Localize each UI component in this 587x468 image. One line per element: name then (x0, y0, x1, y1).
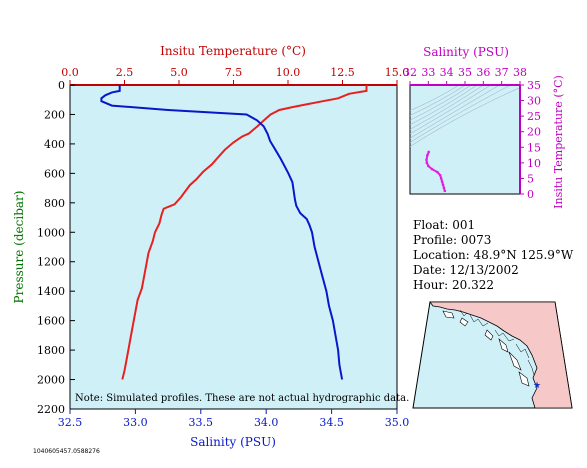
float-location-marker: ★ (533, 381, 541, 391)
ts-point (439, 177, 443, 180)
ts-salinity-tick-label: 32 (403, 66, 417, 79)
profile-series-layer (100, 85, 368, 380)
ts-ticks-layer: 32 33 34 35 36 37 38 0 5 10 15 20 25 30 35 (403, 66, 541, 201)
info-float: Float: 001 (413, 218, 475, 232)
info-location: Location: 48.9°N 125.9°W (413, 248, 574, 262)
pressure-tick-label: 0 (58, 79, 65, 92)
map-coast-detail (459, 309, 535, 376)
ts-salinity-tick-label: 33 (421, 66, 435, 79)
ts-salinity-tick-label: 36 (476, 66, 490, 79)
ts-salinity-tick-label: 38 (513, 66, 527, 79)
pressure-tick-label: 1800 (37, 344, 65, 357)
ts-plot-area (409, 84, 521, 195)
ts-point (427, 150, 431, 154)
isopycnal-arc (410, 85, 484, 130)
profile-chart: 0 200 400 600 800 1000 1200 1400 1600 1800 2000 220… (12, 44, 409, 449)
ts-point (442, 186, 446, 190)
ts-point (436, 170, 439, 174)
info-date: Date: 12/13/2002 (413, 263, 519, 277)
salinity-tick-label: 35.0 (385, 416, 410, 429)
salinity-tick-label: 32.5 (58, 416, 83, 429)
temperature-profile-line (121, 85, 368, 380)
ts-point (425, 158, 428, 162)
ts-isopycnal-arcs (410, 85, 520, 147)
ts-temperature-tick-label: 35 (527, 79, 541, 92)
ts-temperature-tick-label: 25 (527, 110, 541, 123)
pressure-tick-label: 400 (44, 138, 65, 151)
pressure-tick-label: 800 (44, 197, 65, 210)
temperature-tick-label: 10.0 (276, 66, 301, 79)
pressure-tick-label: 1200 (37, 256, 65, 269)
ts-point (438, 174, 442, 177)
footer-id: 1040605457.0588276 (33, 448, 100, 455)
isopycnal-arc (410, 85, 492, 135)
temperature-tick-label: 7.5 (225, 66, 243, 79)
pressure-tick-label: 1400 (37, 285, 65, 298)
ts-point (441, 183, 445, 186)
ts-temperature-tick-label: 15 (527, 141, 541, 154)
ts-salinity-tick-label: 34 (440, 66, 454, 79)
isopycnal-arc (410, 85, 478, 126)
salinity-profile-line (100, 85, 344, 380)
map-land (429, 301, 573, 409)
info-profile: Profile: 0073 (413, 233, 491, 247)
info-hour: Hour: 20.322 (413, 278, 494, 292)
pressure-tick-label: 2000 (37, 374, 65, 387)
ts-point (426, 153, 429, 157)
ts-temperature-tick-label: 20 (527, 126, 541, 139)
isopycnal-arc (410, 85, 500, 139)
map-islands (442, 310, 530, 387)
ts-series-layer (425, 150, 447, 193)
temperature-tick-label: 0.0 (61, 66, 79, 79)
pressure-tick-label: 200 (44, 108, 65, 121)
salinity-axis-label: Salinity (PSU) (190, 435, 276, 449)
salinity-tick-label: 34.5 (319, 416, 344, 429)
pressure-tick-label: 600 (44, 167, 65, 180)
location-map: ★ (412, 301, 573, 409)
ts-temperature-tick-label: 5 (527, 172, 534, 185)
temperature-tick-label: 5.0 (170, 66, 188, 79)
float-info: Float: 001 Profile: 0073 Location: 48.9°… (413, 218, 574, 292)
profile-plot-area (69, 84, 398, 410)
ts-temperature-tick-label: 30 (527, 95, 541, 108)
temperature-axis-label: Insitu Temperature (°C) (160, 44, 306, 58)
ts-point (443, 189, 447, 193)
ts-point (427, 164, 430, 168)
pressure-tick-label: 2200 (37, 403, 65, 416)
temperature-tick-label: 15.0 (385, 66, 410, 79)
note-text: Note: Simulated profiles. These are not … (75, 393, 409, 404)
profile-ticks-layer: 0 200 400 600 800 1000 1200 1400 1600 1800 2000 220… (37, 66, 409, 429)
pressure-tick-label: 1600 (37, 315, 65, 328)
ts-temperature-tick-label: 0 (527, 188, 534, 201)
isopycnal-arc (410, 87, 520, 147)
pressure-tick-label: 1000 (37, 226, 65, 239)
pressure-axis-label: Pressure (decibar) (12, 191, 26, 304)
salinity-tick-label: 33.0 (123, 416, 148, 429)
ts-salinity-tick-label: 35 (458, 66, 472, 79)
ts-salinity-tick-label: 37 (495, 66, 509, 79)
temperature-tick-label: 2.5 (116, 66, 134, 79)
ts-temperature-tick-label: 10 (527, 157, 541, 170)
ts-point (430, 167, 434, 171)
ts-diagram: 32 33 34 35 36 37 38 0 5 10 15 20 25 30 35 Salinity (P… (403, 45, 565, 209)
ts-temperature-axis-label: Insitu Temperature (°C) (552, 75, 565, 209)
salinity-tick-label: 33.5 (189, 416, 214, 429)
temperature-tick-label: 12.5 (330, 66, 355, 79)
ts-point (440, 180, 444, 183)
salinity-tick-label: 34.0 (254, 416, 279, 429)
ts-salinity-axis-label: Salinity (PSU) (423, 45, 509, 59)
ts-point (425, 161, 429, 165)
isopycnal-arc (410, 85, 512, 143)
